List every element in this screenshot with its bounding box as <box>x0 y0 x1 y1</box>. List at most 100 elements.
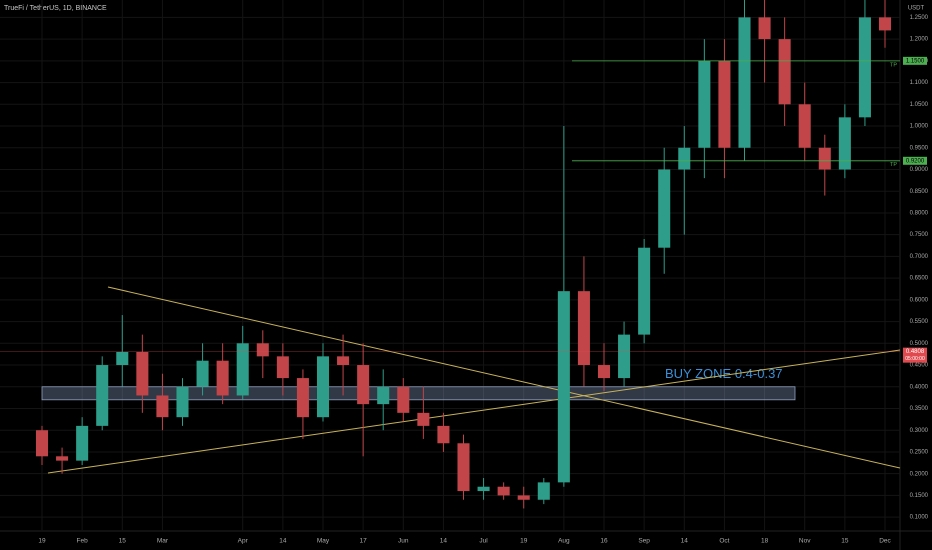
candle-body <box>758 17 771 40</box>
candle-body <box>156 395 169 418</box>
x-tick-label: Aug <box>558 538 570 545</box>
candle-body <box>858 17 871 118</box>
x-tick-label: 15 <box>119 538 127 545</box>
candle-body <box>196 360 209 387</box>
x-tick-label: Jun <box>398 538 409 545</box>
x-tick-label: May <box>317 538 330 545</box>
tp-price-label: 1.1500 <box>906 58 925 64</box>
candle-body <box>638 247 651 335</box>
tp-name: TP <box>890 162 897 168</box>
y-tick-label: 1.0500 <box>910 102 929 108</box>
candle-body <box>618 334 631 379</box>
y-tick-label: 0.3000 <box>910 428 929 434</box>
x-tick-label: Nov <box>799 538 811 545</box>
y-tick-label: 0.3500 <box>910 406 929 412</box>
x-tick-label: 14 <box>279 538 287 545</box>
trend-line <box>107 286 901 469</box>
y-tick-label: 0.1000 <box>910 515 929 521</box>
tp-price-label: 0.9200 <box>906 158 925 164</box>
candle-body <box>236 343 249 396</box>
candle-body <box>256 343 269 357</box>
y-tick-label: 0.7500 <box>910 232 929 238</box>
y-tick-label: 0.2000 <box>910 471 929 477</box>
x-tick-label: Mar <box>157 538 169 545</box>
y-tick-label: 0.1500 <box>910 493 929 499</box>
candle-body <box>738 17 751 148</box>
candle-body <box>116 352 129 366</box>
last-price-label: 0.4808 <box>906 349 925 355</box>
candle-body <box>176 386 189 418</box>
candle-body <box>597 365 611 379</box>
candle-body <box>35 430 49 457</box>
y-tick-label: 1.0000 <box>910 124 929 130</box>
countdown-label: 05:00:00 <box>905 356 925 362</box>
candle-body <box>798 104 811 148</box>
y-tick-label: 0.8000 <box>910 211 929 217</box>
candle-body <box>537 482 550 500</box>
candle-body <box>557 291 570 483</box>
y-tick-label: 1.2500 <box>910 15 929 21</box>
x-tick-label: Apr <box>238 538 249 545</box>
candle-body <box>678 147 691 170</box>
candle-body <box>337 356 350 366</box>
candle-body <box>437 425 450 444</box>
candle-body <box>698 60 711 148</box>
y-tick-label: 0.4500 <box>910 363 929 369</box>
candle-body <box>658 169 671 248</box>
y-tick-label: 0.8500 <box>910 189 929 195</box>
y-tick-label: 0.9500 <box>910 145 929 151</box>
candle-body <box>878 17 892 31</box>
candle-body <box>136 352 149 396</box>
x-tick-label: 19 <box>38 538 46 545</box>
y-tick-label: 0.6000 <box>910 297 929 303</box>
candle-body <box>397 386 410 413</box>
y-tick-label: 1.2000 <box>910 37 929 43</box>
y-tick-label: 0.5500 <box>910 319 929 325</box>
candle-body <box>577 291 590 366</box>
x-tick-label: 14 <box>440 538 448 545</box>
candle-body <box>457 443 470 492</box>
candle-body <box>296 378 309 418</box>
candle-body <box>778 39 791 105</box>
x-tick-label: 16 <box>600 538 608 545</box>
candle-body <box>477 486 490 492</box>
axis-unit: USDT <box>908 6 925 12</box>
x-tick-label: 15 <box>841 538 849 545</box>
candle-body <box>838 117 851 170</box>
candle-body <box>497 486 510 496</box>
x-tick-label: 19 <box>520 538 528 545</box>
x-tick-label: Jul <box>479 538 488 545</box>
candle-body <box>216 360 229 396</box>
last-price-box <box>903 347 927 363</box>
tp-price-box <box>903 156 927 165</box>
y-tick-label: 0.9000 <box>910 167 929 173</box>
chart-title: TrueFi / TetherUS, 1D, BINANCE <box>4 5 107 12</box>
candle-body <box>377 386 390 405</box>
candle-body <box>76 425 89 461</box>
trend-line <box>47 349 901 474</box>
tp-name: TP <box>890 62 897 68</box>
candle-body <box>96 365 109 426</box>
buy-zone-label: BUY ZONE 0.4-0.37 <box>665 366 783 381</box>
tp-price-box <box>903 56 927 65</box>
candle-body <box>517 495 530 500</box>
x-tick-label: 14 <box>681 538 689 545</box>
x-tick-label: Feb <box>77 538 89 545</box>
candle-body <box>276 356 289 379</box>
x-tick-label: Dec <box>879 538 891 545</box>
x-tick-label: 17 <box>360 538 368 545</box>
x-tick-label: Sep <box>638 538 650 545</box>
y-tick-label: 0.7000 <box>910 254 929 260</box>
x-tick-label: 18 <box>761 538 769 545</box>
candle-body <box>316 356 330 418</box>
buy-zone <box>41 386 796 401</box>
candle-body <box>818 147 831 170</box>
candle-body <box>718 60 731 148</box>
candle-body <box>417 412 430 426</box>
candle-body <box>357 365 370 405</box>
candle-body <box>56 456 69 461</box>
y-tick-label: 0.6500 <box>910 276 929 282</box>
y-tick-label: 0.2500 <box>910 450 929 456</box>
x-tick-label: Oct <box>719 538 729 545</box>
